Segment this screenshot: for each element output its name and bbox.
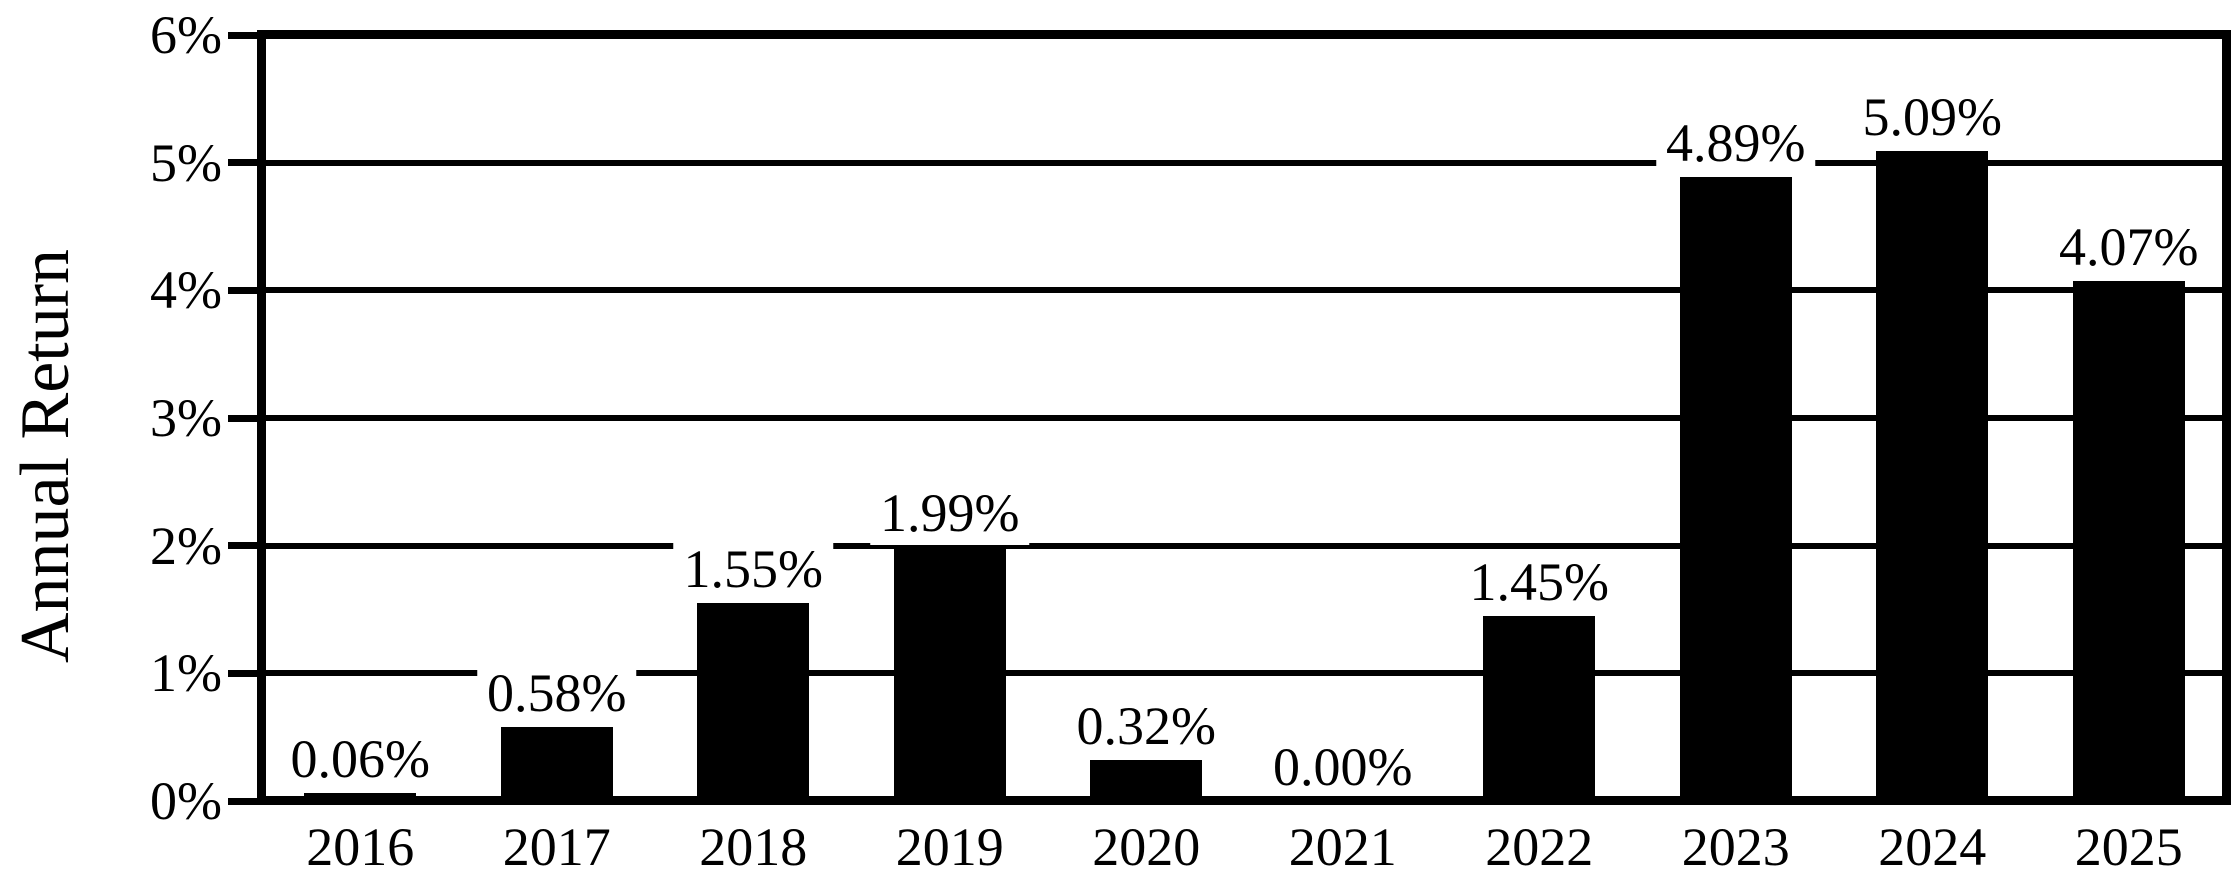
x-tick-label-2020: 2020	[1092, 817, 1201, 874]
bar-2025	[2072, 281, 2185, 803]
y-tick-4%	[228, 286, 262, 294]
y-tick-label-2%: 2%	[150, 515, 222, 576]
y-tick-label-4%: 4%	[150, 260, 222, 321]
bar-value-label-2016: 0.06%	[280, 727, 440, 792]
x-tick-label-2017: 2017	[502, 817, 611, 874]
x-tick-label-2023: 2023	[1681, 817, 1790, 874]
y-tick-1%	[228, 669, 262, 677]
x-tick-label-2025: 2025	[2074, 817, 2183, 874]
bar-value-label-2017: 0.58%	[477, 660, 637, 725]
bar-2022	[1483, 615, 1596, 803]
x-tick-label-2024: 2024	[1878, 817, 1987, 874]
y-tick-0%	[228, 797, 262, 805]
gridline-3%	[266, 415, 2222, 421]
y-tick-label-3%: 3%	[150, 388, 222, 448]
y-tick-5%	[228, 159, 262, 167]
bar-value-label-2021: 0.00%	[1263, 735, 1423, 799]
y-tick-label-0%: 0%	[150, 771, 222, 831]
bar-2020	[1090, 760, 1203, 803]
x-tick-label-2016: 2016	[306, 817, 415, 874]
bar-2023	[1679, 176, 1792, 803]
y-tick-label-6%: 6%	[150, 5, 222, 65]
bar-value-label-2019: 1.99%	[870, 480, 1030, 545]
bar-value-label-2020: 0.32%	[1066, 694, 1226, 759]
gridline-4%	[266, 287, 2222, 294]
bar-value-label-2023: 4.89%	[1656, 110, 1816, 175]
gridline-2%	[266, 542, 2222, 549]
x-tick-label-2018: 2018	[699, 817, 808, 874]
y-tick-3%	[228, 414, 262, 422]
bar-value-label-2025: 4.07%	[2049, 215, 2209, 280]
bar-value-label-2018: 1.55%	[673, 537, 833, 602]
gridline-5%	[266, 159, 2222, 166]
bar-value-label-2024: 5.09%	[1852, 85, 2012, 150]
bar-2017	[500, 726, 613, 803]
gridline-1%	[266, 670, 2222, 677]
y-tick-6%	[228, 31, 262, 39]
x-tick-label-2021: 2021	[1288, 817, 1397, 874]
y-tick-label-1%: 1%	[150, 643, 222, 704]
bar-2024	[1876, 151, 1989, 803]
bar-value-label-2022: 1.45%	[1459, 549, 1619, 614]
y-tick-2%	[228, 542, 262, 550]
bar-2018	[697, 603, 810, 803]
y-tick-label-5%: 5%	[150, 132, 222, 193]
x-tick-label-2022: 2022	[1485, 817, 1594, 874]
x-tick-label-2019: 2019	[895, 817, 1004, 874]
bar-2016	[304, 793, 417, 803]
bar-2019	[893, 546, 1006, 803]
